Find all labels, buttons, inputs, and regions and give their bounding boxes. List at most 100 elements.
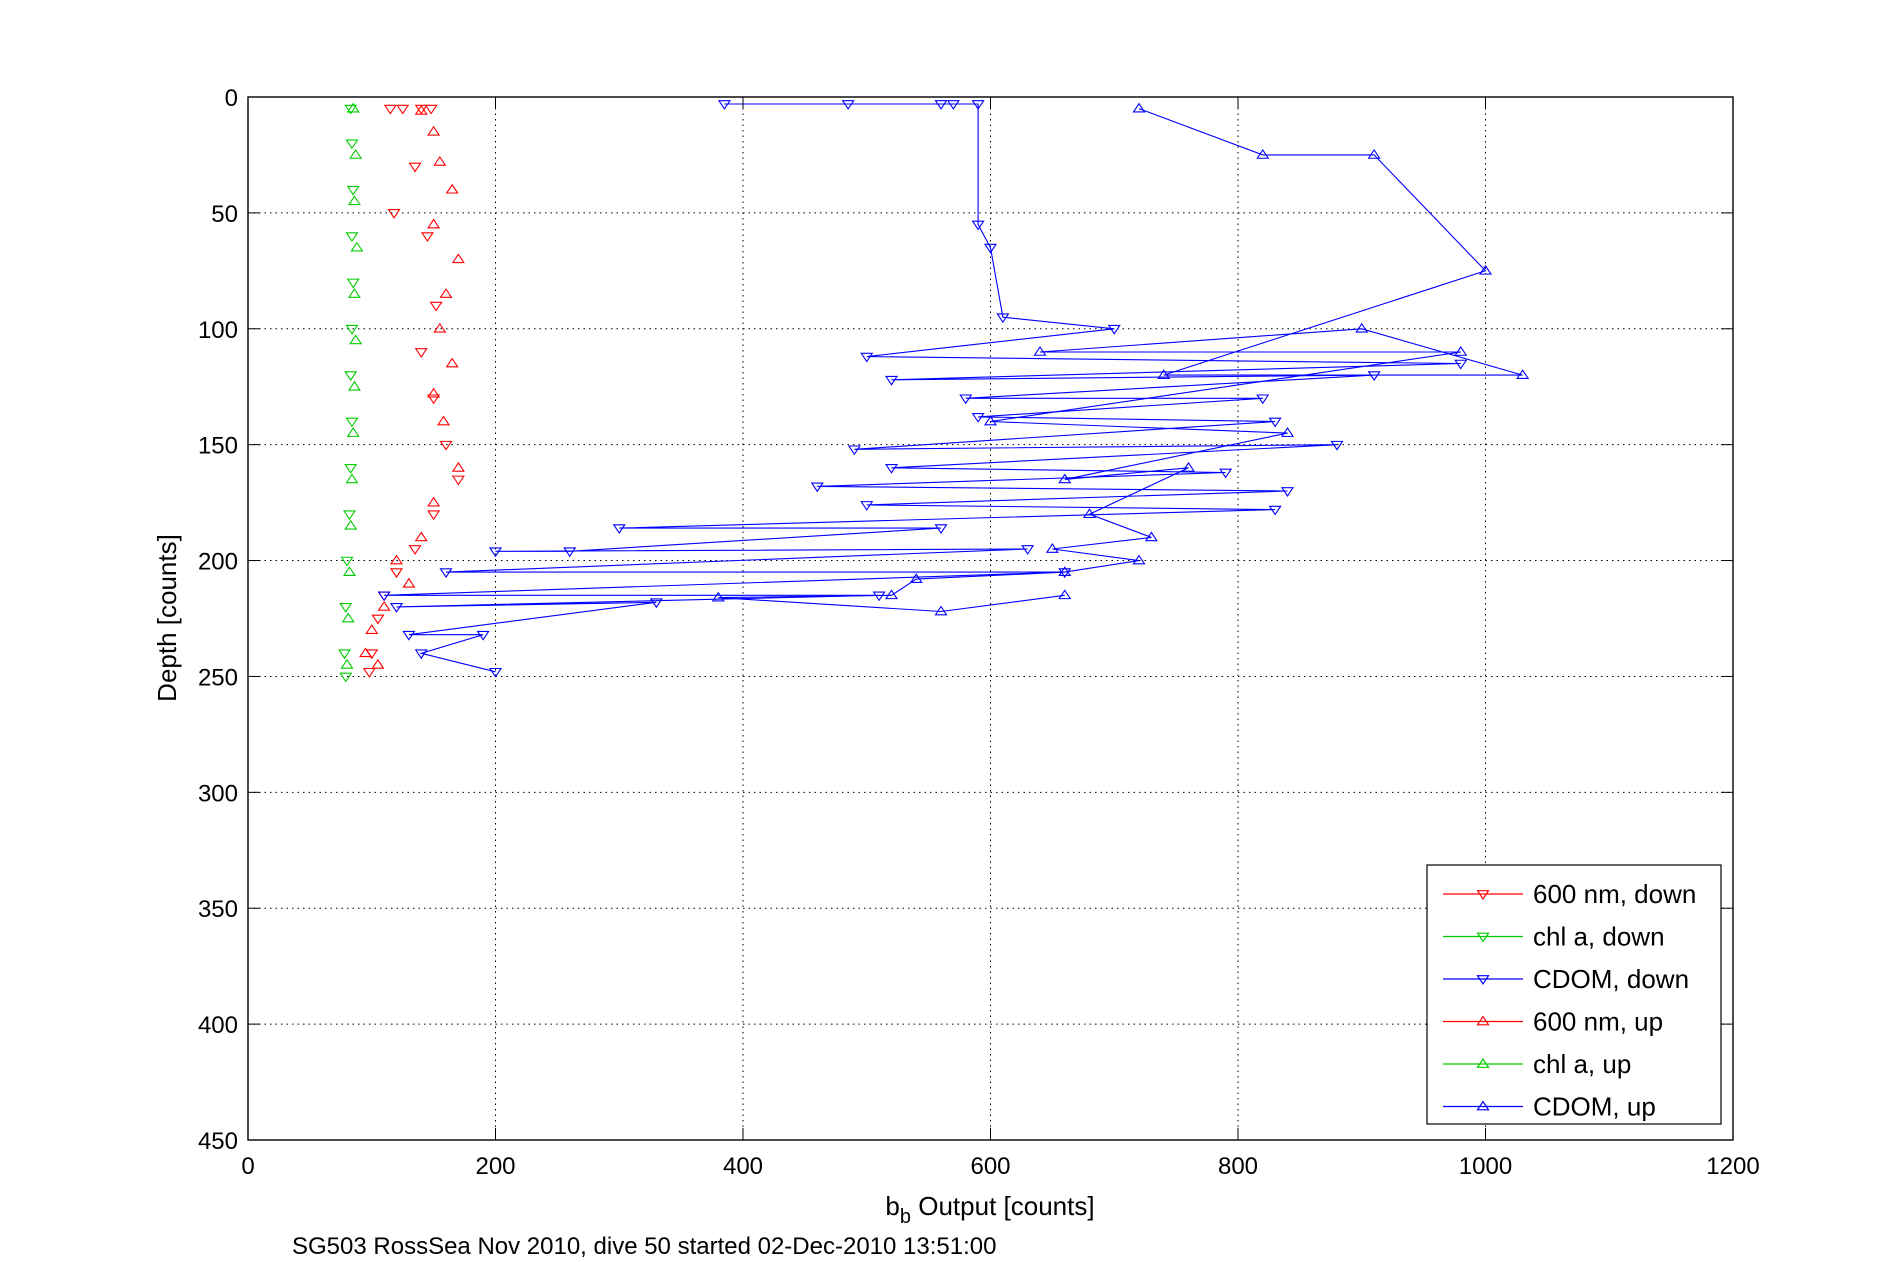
data-point	[408, 162, 422, 173]
data-point	[439, 288, 453, 298]
data-point	[387, 209, 401, 219]
data-point	[344, 371, 358, 382]
data-point	[389, 568, 404, 579]
data-point	[342, 566, 357, 576]
data-point	[476, 630, 490, 641]
x-tick-label: 1000	[1459, 1153, 1512, 1180]
data-point	[337, 649, 352, 660]
y-tick-label: 150	[198, 433, 238, 460]
x-axis-label-rest: Output [counts]	[911, 1191, 1095, 1221]
data-point	[377, 591, 391, 602]
caption: SG503 RossSea Nov 2010, dive 50 started …	[292, 1233, 996, 1260]
data-point	[347, 195, 361, 206]
data-point	[1021, 545, 1035, 555]
tick-marks: 0 200 400 600 800 1000 1200 0 50 100 150 200 250 300 3…	[198, 85, 1760, 1180]
data-point	[349, 149, 363, 159]
data-point	[427, 510, 441, 521]
series-1	[337, 104, 360, 683]
data-point	[371, 614, 385, 625]
data-point	[959, 394, 973, 405]
data-point	[884, 589, 899, 600]
y-axis-label: Depth [counts]	[152, 534, 182, 702]
y-tick-label: 400	[198, 1012, 238, 1039]
series-4	[340, 102, 364, 669]
legend-label: CDOM, up	[1533, 1092, 1656, 1122]
data-point	[349, 334, 363, 345]
data-point	[934, 605, 948, 616]
data-point	[563, 547, 577, 558]
data-point	[346, 427, 360, 437]
data-point	[1268, 417, 1282, 428]
data-point	[971, 100, 985, 110]
y-tick-label: 350	[198, 896, 238, 923]
legend-label: CDOM, down	[1533, 964, 1689, 994]
data-point	[1367, 149, 1381, 159]
x-axis-label-sub: b	[900, 1206, 911, 1228]
data-point	[408, 545, 422, 555]
data-point	[860, 352, 874, 363]
data-point	[414, 531, 428, 542]
y-tick-label: 450	[198, 1128, 238, 1155]
x-tick-label: 800	[1218, 1153, 1258, 1180]
legend-marker	[1476, 1100, 1490, 1111]
data-point	[345, 139, 359, 150]
data-point	[934, 100, 948, 110]
data-point	[1058, 566, 1072, 576]
data-point	[488, 667, 503, 678]
data-point	[433, 155, 447, 166]
data-point	[1157, 369, 1171, 379]
x-tick-label: 200	[475, 1153, 515, 1180]
data-point	[439, 568, 453, 579]
x-axis-label-base: b	[885, 1191, 899, 1221]
legend-label: 600 nm, down	[1533, 879, 1696, 909]
data-point	[1454, 346, 1468, 356]
data-point	[711, 591, 725, 602]
data-point	[1268, 505, 1282, 516]
data-point	[365, 624, 379, 634]
y-tick-label: 200	[198, 549, 238, 576]
data-point	[340, 556, 354, 567]
data-point	[1219, 468, 1233, 479]
data-point	[377, 600, 391, 611]
y-tick-label: 0	[225, 85, 238, 112]
data-point	[451, 461, 465, 472]
data-point	[1132, 102, 1146, 113]
data-point	[884, 375, 899, 386]
data-point	[339, 672, 353, 683]
x-tick-label: 1200	[1706, 1153, 1759, 1180]
data-point	[414, 649, 428, 660]
data-point	[345, 417, 359, 428]
data-point	[427, 218, 441, 229]
data-point	[396, 104, 410, 115]
data-point	[1280, 487, 1295, 497]
data-point	[359, 647, 373, 658]
data-point	[1256, 149, 1270, 159]
data-point	[971, 220, 985, 231]
data-point	[345, 324, 359, 335]
data-point	[346, 102, 360, 113]
data-point	[339, 603, 353, 613]
data-point	[1280, 427, 1295, 437]
data-point	[342, 510, 357, 521]
data-point	[424, 104, 438, 115]
data-point	[371, 658, 385, 669]
data-point	[344, 104, 358, 115]
data-point	[847, 445, 861, 456]
data-point	[860, 501, 874, 511]
data-point	[649, 598, 663, 609]
data-point	[1144, 531, 1158, 542]
data-point	[427, 125, 441, 136]
data-point	[996, 313, 1010, 324]
data-point	[345, 473, 359, 484]
data-point	[445, 357, 459, 368]
y-tick-label: 300	[198, 780, 238, 807]
legend-label: chl a, up	[1533, 1049, 1631, 1079]
data-point	[402, 577, 416, 588]
legend-marker	[1476, 1015, 1490, 1026]
data-point	[1107, 324, 1121, 335]
series-3	[359, 104, 465, 669]
data-point	[983, 415, 998, 426]
y-tick-label: 250	[198, 664, 238, 691]
data-point	[1367, 371, 1381, 382]
